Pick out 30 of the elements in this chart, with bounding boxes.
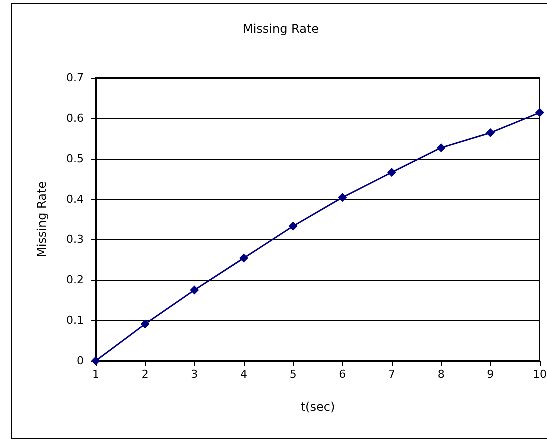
y-tick-label: 0.1 — [66, 314, 84, 328]
y-tick-label: 0.5 — [66, 152, 84, 166]
x-tick-label: 9 — [487, 368, 494, 381]
x-tick-label: 3 — [191, 368, 198, 381]
x-tick-label: 6 — [339, 368, 346, 381]
y-tick-label: 0.6 — [66, 112, 84, 125]
y-tick-label: 0.3 — [66, 233, 84, 246]
x-axis-title: t(sec) — [300, 400, 336, 414]
y-tick-label: 0.4 — [66, 192, 84, 206]
y-axis-title: Missing Rate — [35, 181, 49, 258]
y-tick-label: 0 — [77, 354, 84, 368]
point — [288, 222, 298, 231]
point — [190, 286, 200, 295]
x-tick-label: 4 — [240, 368, 248, 381]
point — [536, 108, 544, 118]
y-tick-label: 0.7 — [66, 72, 84, 84]
point — [388, 168, 396, 178]
y-tick-label: 0.2 — [66, 274, 84, 287]
x-tick-label: 5 — [290, 368, 297, 381]
point — [338, 193, 348, 202]
x-tick-label: 7 — [388, 368, 396, 381]
point — [240, 254, 248, 263]
x-tick-label: 8 — [438, 368, 445, 381]
point — [486, 128, 496, 138]
point — [436, 143, 446, 152]
x-tick-label: 1 — [92, 368, 100, 381]
chart-title: Missing Rate — [242, 22, 320, 36]
x-tick-label: 2 — [142, 368, 149, 381]
x-tick-label: 10 — [533, 368, 547, 381]
point — [140, 320, 150, 329]
